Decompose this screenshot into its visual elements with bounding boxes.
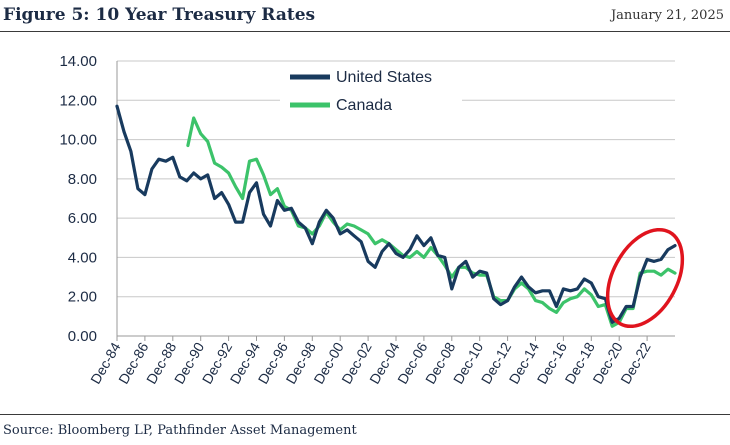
y-tick-label: 10.00 — [59, 132, 97, 149]
y-tick-label: 8.00 — [68, 171, 97, 188]
legend-label-canada: Canada — [336, 97, 392, 114]
y-tick-label: 0.00 — [68, 328, 97, 345]
y-tick-label: 2.00 — [68, 289, 97, 306]
header-divider — [0, 31, 730, 32]
legend: United States Canada — [280, 64, 462, 124]
highlight-ellipse — [605, 227, 685, 329]
line-chart: 0.00 2.00 4.00 6.00 8.00 10.00 12.00 14.00 Dec-… — [59, 53, 685, 387]
footer-divider — [0, 414, 730, 415]
series-line-united-states — [115, 104, 677, 324]
grid-lines — [116, 60, 675, 337]
series-line-canada — [186, 116, 677, 328]
x-axis: Dec-84Dec-86Dec-88Dec-90Dec-92Dec-94Dec-… — [87, 336, 654, 387]
y-tick-label: 6.00 — [68, 210, 97, 227]
y-tick-label: 14.00 — [59, 53, 97, 70]
y-tick-label: 4.00 — [68, 249, 97, 266]
legend-background — [280, 64, 462, 124]
legend-label-united-states: United States — [336, 69, 432, 86]
y-axis: 0.00 2.00 4.00 6.00 8.00 10.00 12.00 14.00 — [59, 53, 97, 345]
figure-title: Figure 5: 10 Year Treasury Rates — [3, 5, 316, 25]
figure-date: January 21, 2025 — [610, 8, 724, 23]
y-tick-label: 12.00 — [59, 92, 97, 109]
series-lines — [115, 104, 677, 328]
source-note: Source: Bloomberg LP, Pathfinder Asset M… — [3, 423, 357, 438]
